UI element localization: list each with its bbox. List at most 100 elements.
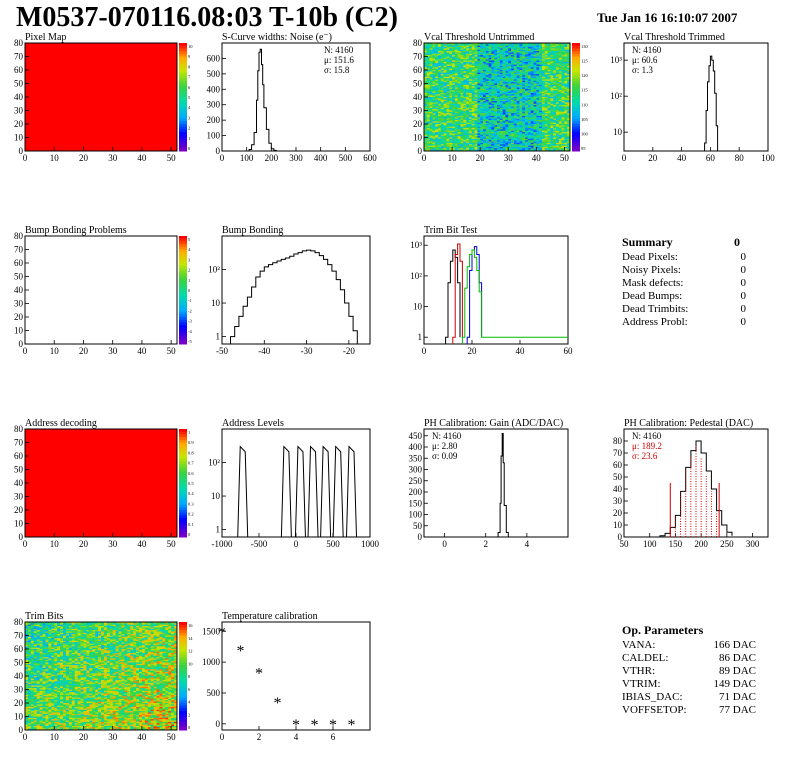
heatmap-cell [452, 63, 456, 65]
heatmap-cell [502, 132, 506, 134]
heatmap-cell [460, 78, 464, 80]
heatmap-cell [511, 72, 515, 75]
heatmap-cell [457, 140, 461, 142]
heatmap-cell [443, 45, 447, 48]
y-tick-label: 30 [14, 492, 24, 502]
palette-swatch [179, 447, 187, 452]
heatmap-cell [153, 623, 157, 625]
heatmap-cell [497, 63, 501, 65]
heatmap-cell [463, 59, 467, 61]
palette-label: 0.8 [188, 450, 194, 455]
heatmap-cell [516, 113, 520, 115]
x-tick-label: 0 [23, 153, 28, 163]
heatmap-cell [502, 105, 506, 107]
heatmap-cell [505, 128, 509, 130]
heatmap-cell [42, 623, 46, 625]
heatmap-cell [471, 90, 475, 92]
y-tick-label: 400 [409, 442, 423, 452]
heatmap-cell [541, 103, 546, 106]
heatmap-cell [432, 138, 436, 141]
heatmap-cell [174, 623, 178, 625]
heatmap-cell [435, 61, 439, 64]
heatmap-cell [488, 105, 492, 107]
heatmap-cell [516, 87, 520, 90]
stats-text: σ: 23.6 [632, 451, 658, 461]
heatmap-cell [567, 71, 571, 73]
heatmap-cell [482, 97, 487, 99]
heatmap-cell [429, 121, 433, 123]
heatmap-cell [541, 43, 546, 45]
heatmap-cell [485, 65, 489, 68]
heatmap-cell [424, 121, 428, 123]
heatmap-cell [147, 626, 151, 628]
heatmap-cell [460, 99, 464, 102]
heatmap-cell [426, 43, 430, 45]
heatmap-cell [474, 114, 478, 117]
heatmap-cell [553, 92, 557, 95]
heatmap-cell [488, 64, 492, 67]
heatmap-cell [474, 118, 478, 121]
heatmap-cell [530, 75, 534, 78]
heatmap-cell [513, 57, 517, 60]
heatmap-cell [424, 129, 428, 132]
heatmap-cell [533, 83, 537, 86]
heatmap-cell [460, 87, 464, 90]
heatmap-cell [435, 142, 439, 145]
heatmap-cell [511, 128, 515, 130]
heatmap-cell [564, 99, 568, 102]
heatmap-cell [51, 626, 55, 628]
heatmap-cell [547, 97, 551, 99]
heatmap-cell [429, 114, 433, 117]
heatmap-cell [463, 70, 467, 72]
heatmap-cell [513, 145, 517, 148]
heatmap-cell [435, 140, 439, 142]
heatmap-cell [539, 67, 543, 69]
heatmap-cell [527, 141, 531, 144]
heatmap-cell [491, 128, 495, 130]
heatmap-cell [511, 141, 515, 144]
heatmap-cell [558, 118, 562, 121]
palette-swatch [179, 124, 187, 128]
y-tick-label: 350 [409, 453, 423, 463]
heatmap-cell [488, 67, 492, 69]
heatmap-cell [443, 102, 447, 105]
x-tick-label: 100 [240, 153, 254, 163]
heatmap-cell [477, 141, 481, 144]
heatmap-cell [558, 125, 562, 127]
heatmap-cell [435, 95, 439, 98]
heatmap-cell [511, 52, 515, 55]
heatmap-cell [426, 91, 430, 94]
heatmap-cell [446, 94, 450, 96]
heatmap-cell [488, 146, 492, 149]
heatmap-cell [452, 92, 456, 95]
heatmap-cell [51, 627, 55, 630]
heatmap-cell [539, 55, 543, 57]
heatmap-cell [463, 74, 467, 76]
y-tick-label: 500 [207, 69, 221, 79]
heatmap-cell [454, 126, 458, 129]
heatmap-cell [457, 80, 461, 83]
heatmap-cell [505, 83, 509, 86]
heatmap-cell [530, 94, 534, 96]
heatmap-cell [533, 65, 537, 68]
heatmap-cell [505, 107, 509, 110]
heatmap-cell [468, 144, 473, 146]
heatmap-cell [530, 79, 534, 82]
heatmap-cell [454, 142, 458, 145]
palette-swatch [572, 115, 580, 120]
heatmap-cell [539, 94, 543, 96]
heatmap-cell [460, 44, 464, 46]
heatmap-cell [525, 61, 529, 64]
heatmap-cell [547, 43, 551, 45]
heatmap-cell [446, 128, 450, 130]
heatmap-cell [449, 142, 453, 145]
heatmap-cell [449, 97, 453, 99]
heatmap-cell [449, 119, 453, 122]
heatmap-cell [564, 72, 568, 75]
palette-label: 5 [188, 237, 191, 242]
heatmap-cell [516, 51, 520, 53]
heatmap-cell [485, 91, 489, 94]
heatmap-cell [547, 99, 551, 102]
heatmap-cell [536, 115, 540, 118]
